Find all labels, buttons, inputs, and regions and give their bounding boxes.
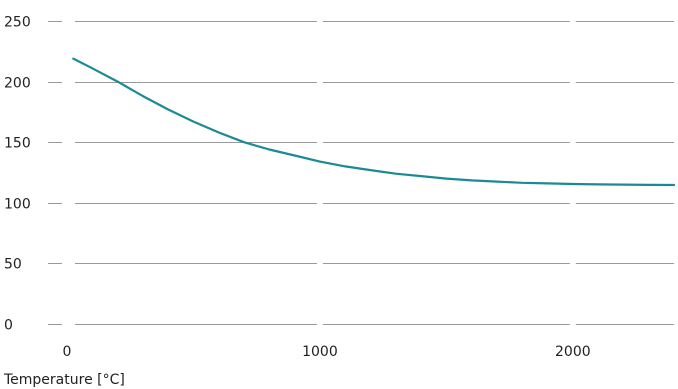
grid-lines: [75, 21, 674, 325]
x-tick-label: 1000: [302, 344, 338, 360]
y-tick-label: 250: [4, 15, 31, 31]
y-tick-label: 150: [4, 136, 31, 152]
x-axis-title: Temperature [°C]: [3, 372, 125, 388]
y-tick-label: 100: [4, 197, 31, 213]
x-tick-label: 0: [63, 344, 72, 360]
y-tick-label: 200: [4, 76, 31, 92]
x-axis: 0 1000 2000: [63, 344, 591, 360]
x-tick-label: 2000: [555, 344, 591, 360]
y-axis: 0 50 100 150 200 250: [4, 15, 62, 334]
y-tick-label: 0: [4, 318, 13, 334]
series-line: [72, 57, 676, 187]
series-layer: [72, 57, 676, 187]
y-tick-label: 50: [4, 257, 22, 273]
